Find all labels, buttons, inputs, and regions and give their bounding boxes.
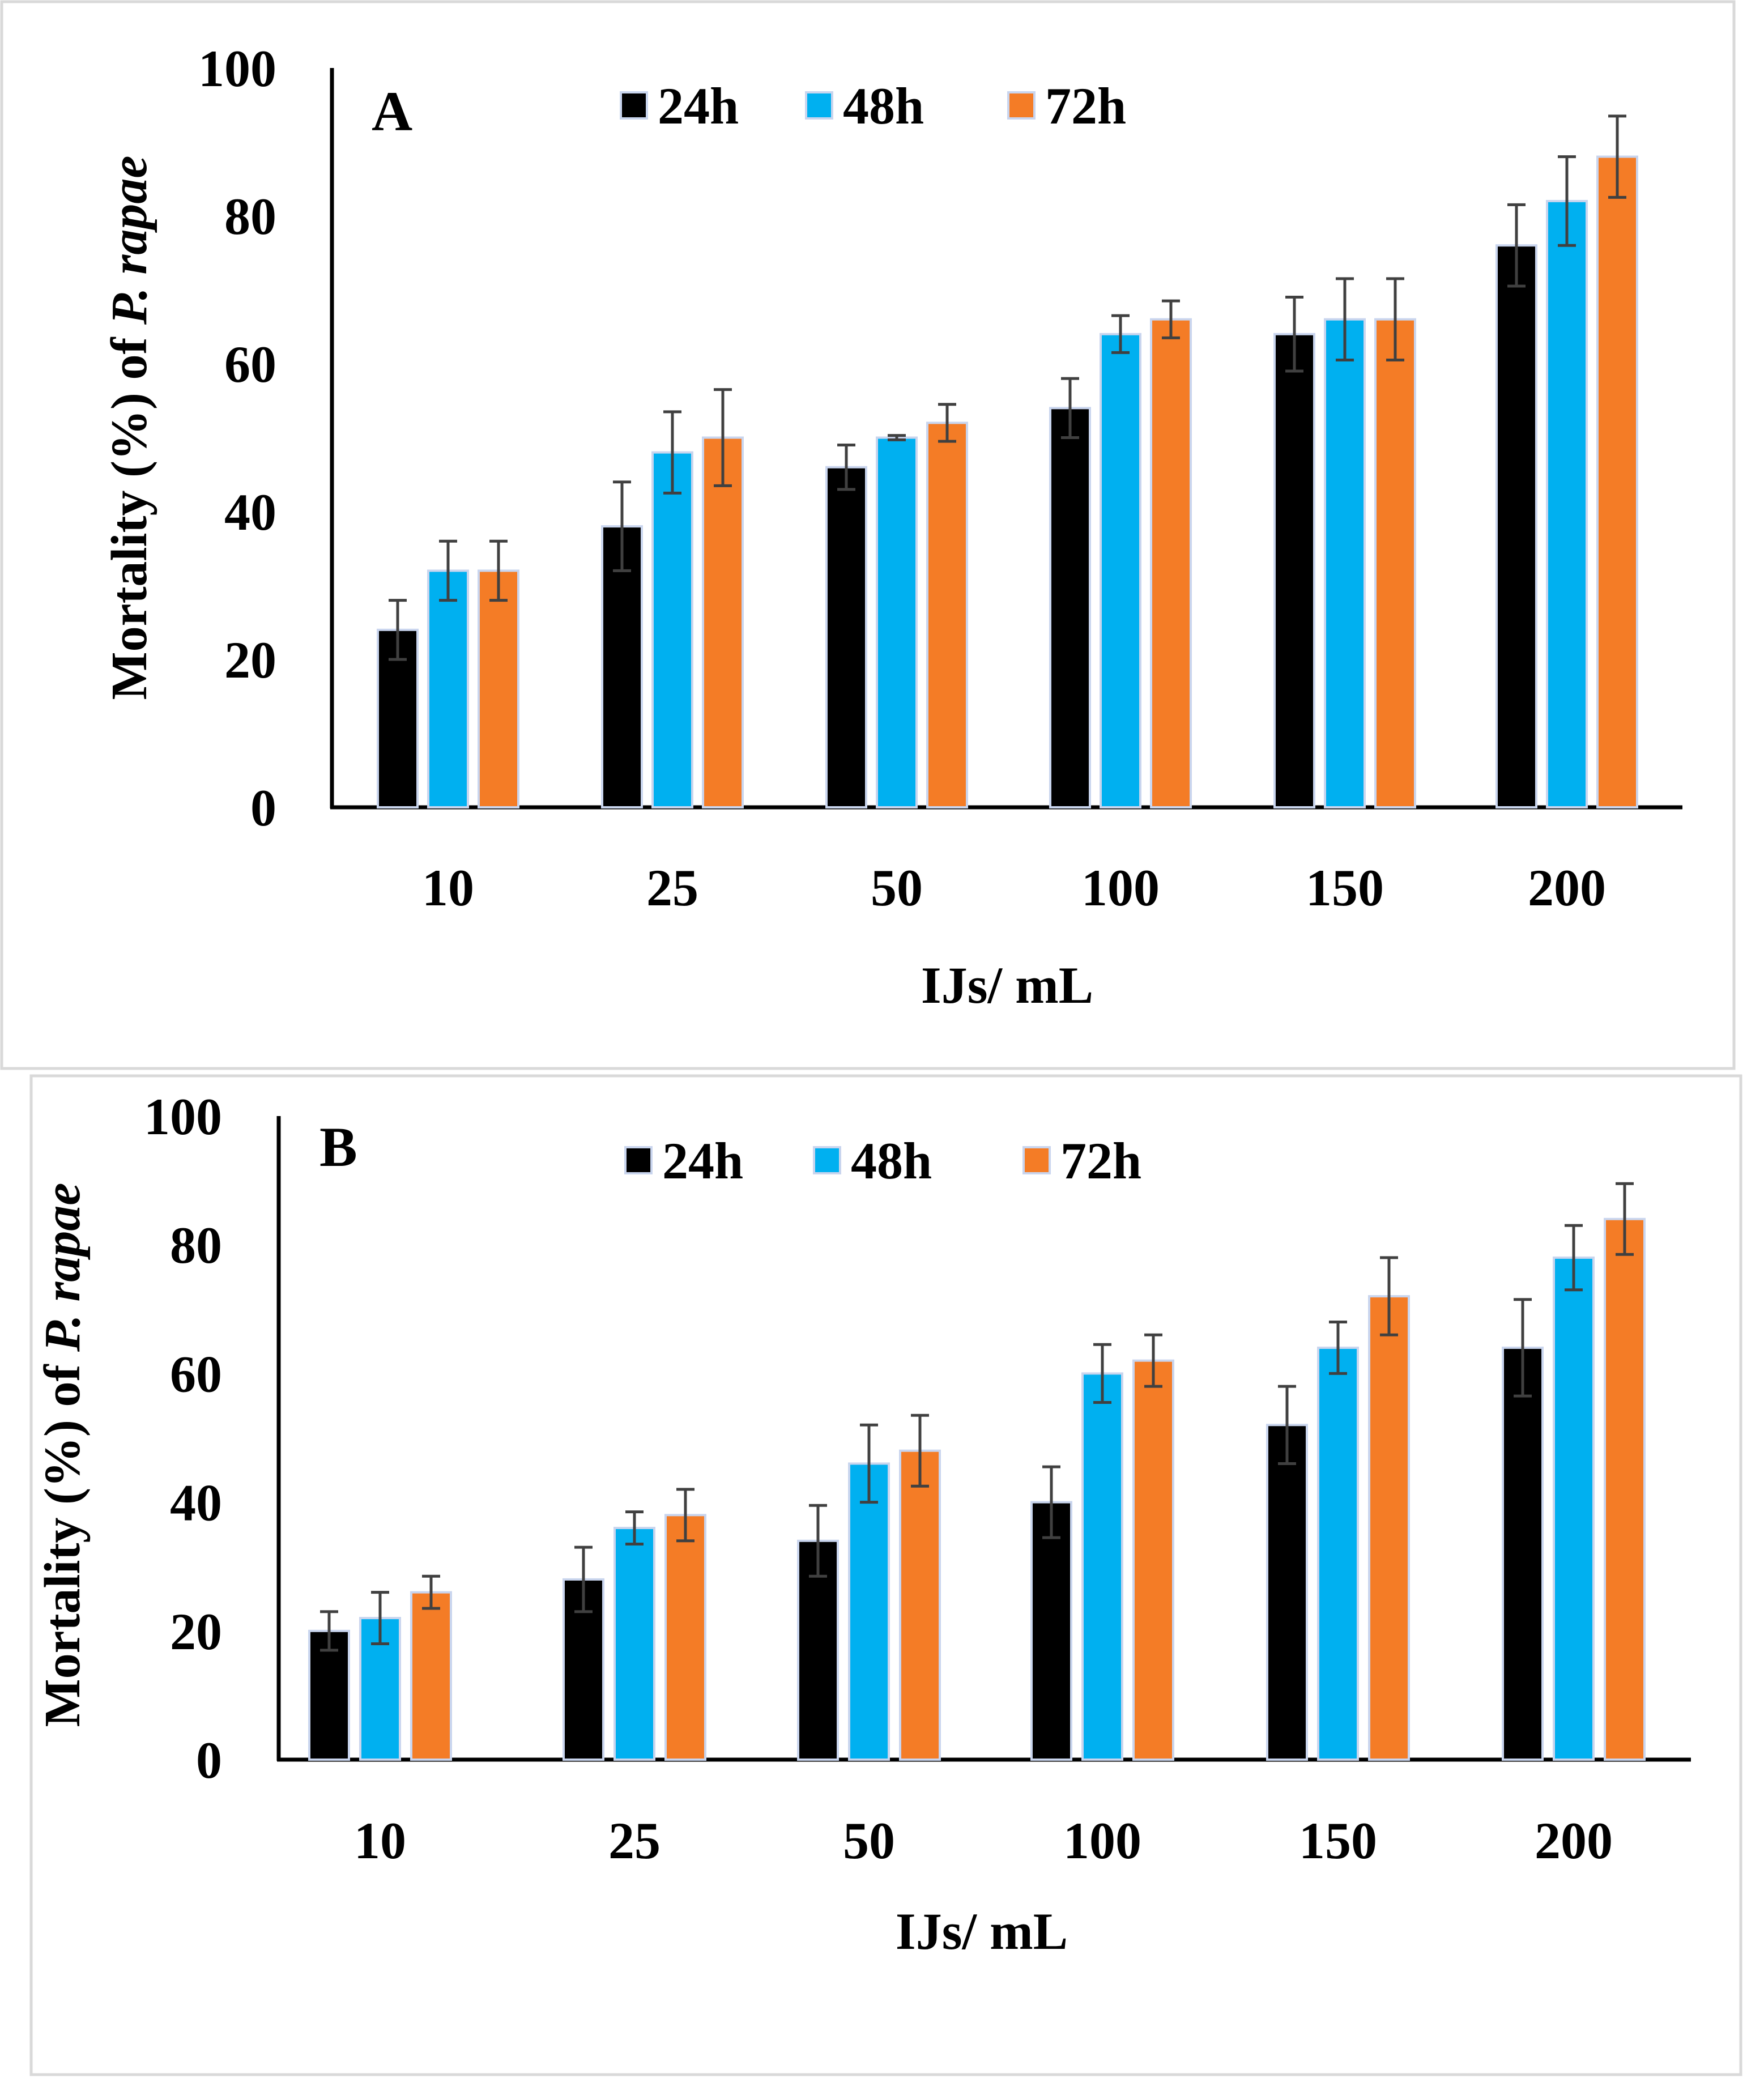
bar-48h — [1324, 318, 1366, 808]
x-tick-label: 150 — [1306, 859, 1384, 917]
legend-label-24h: 24h — [662, 1132, 743, 1190]
bar-48h — [1100, 333, 1141, 808]
bar-24h — [601, 525, 643, 808]
y-axis-title-prefix: Mortality (%) of — [35, 1352, 91, 1727]
bar-24h — [1273, 333, 1315, 808]
bar-48h — [1553, 1256, 1595, 1761]
y-tick-label: 0 — [250, 779, 276, 837]
y-tick-label: 60 — [170, 1345, 222, 1403]
x-tick-label: 10 — [422, 859, 474, 917]
y-tick-label: 80 — [170, 1216, 222, 1274]
x-tick-label: 100 — [1081, 859, 1160, 917]
x-tick-label: 200 — [1528, 859, 1606, 917]
x-tick-label: 100 — [1063, 1812, 1141, 1870]
y-axis-title: Mortality (%) of P. rapae — [35, 1183, 91, 1727]
y-tick-label: 40 — [224, 483, 276, 541]
bar-48h — [1546, 199, 1588, 808]
bar-24h — [825, 466, 867, 808]
bar-72h — [478, 569, 519, 809]
bar-72h — [1150, 318, 1192, 808]
bar-48h — [848, 1462, 890, 1761]
y-tick-label: 40 — [170, 1474, 222, 1532]
legend-label-48h: 48h — [851, 1132, 932, 1190]
bar-72h — [1596, 155, 1638, 809]
y-tick-label: 0 — [196, 1731, 222, 1789]
y-axis-title-species: P. rapae — [35, 1183, 91, 1352]
y-axis-title-prefix: Mortality (%) of — [101, 325, 157, 700]
bar-24h — [1266, 1424, 1308, 1761]
x-tick-label: 10 — [354, 1812, 406, 1870]
panel-frame — [29, 1074, 1742, 2076]
y-tick-label: 80 — [224, 188, 276, 245]
panel-label: B — [319, 1115, 357, 1178]
bar-72h — [899, 1449, 941, 1761]
bar-72h — [926, 421, 968, 808]
bar-72h — [410, 1591, 452, 1761]
bar-48h — [613, 1527, 655, 1761]
x-axis-title: IJs/ mL — [921, 956, 1093, 1014]
bar-48h — [876, 436, 918, 808]
y-tick-label: 20 — [170, 1603, 222, 1661]
panel-b: 0 20 40 60 80 100 10 25 50 100 150 200 IJs/ mL Mortal… — [29, 1074, 1742, 2076]
x-tick-label: 50 — [871, 859, 923, 917]
bar-72h — [1374, 318, 1416, 808]
y-axis-title: Mortality (%) of P. rapae — [101, 156, 157, 700]
legend-swatch-48h — [805, 91, 833, 120]
legend-label-24h: 24h — [658, 77, 739, 135]
bar-48h — [1081, 1372, 1123, 1761]
legend-swatch-48h — [813, 1146, 841, 1174]
bar-48h — [427, 569, 469, 809]
panel-a: 0 20 40 60 80 100 10 25 50 100 150 200 IJs/ mL Mortal… — [0, 0, 1736, 1070]
y-tick-label: 20 — [224, 631, 276, 689]
legend-label-72h: 72h — [1045, 77, 1126, 135]
bar-72h — [664, 1514, 706, 1761]
bar-72h — [1604, 1217, 1646, 1761]
bar-72h — [1368, 1295, 1410, 1761]
bar-24h — [308, 1629, 350, 1761]
legend-label-72h: 72h — [1060, 1132, 1141, 1190]
x-tick-label: 25 — [608, 1812, 661, 1870]
legend-swatch-72h — [1007, 91, 1036, 120]
y-tick-label: 100 — [198, 40, 276, 97]
legend-label-48h: 48h — [843, 77, 924, 135]
bar-24h — [1049, 407, 1091, 808]
bar-48h — [651, 451, 693, 808]
bar-24h — [1030, 1501, 1072, 1761]
x-tick-label: 200 — [1535, 1812, 1613, 1870]
x-tick-label: 25 — [646, 859, 698, 917]
x-tick-label: 150 — [1299, 1812, 1377, 1870]
bar-24h — [1502, 1346, 1544, 1761]
y-tick-label: 100 — [144, 1088, 222, 1146]
bar-72h — [1132, 1359, 1174, 1761]
legend-swatch-24h — [624, 1146, 653, 1174]
panel-frame — [0, 0, 1736, 1070]
y-tick-label: 60 — [224, 335, 276, 393]
bar-48h — [1317, 1346, 1359, 1761]
bar-72h — [702, 436, 744, 808]
y-axis-title-species: P. rapae — [101, 156, 157, 325]
x-axis-title: IJs/ mL — [896, 1902, 1068, 1960]
panel-label: A — [372, 80, 412, 143]
legend-swatch-24h — [620, 91, 648, 120]
bar-24h — [1495, 244, 1537, 808]
legend-swatch-72h — [1022, 1146, 1051, 1174]
x-tick-label: 50 — [843, 1812, 895, 1870]
